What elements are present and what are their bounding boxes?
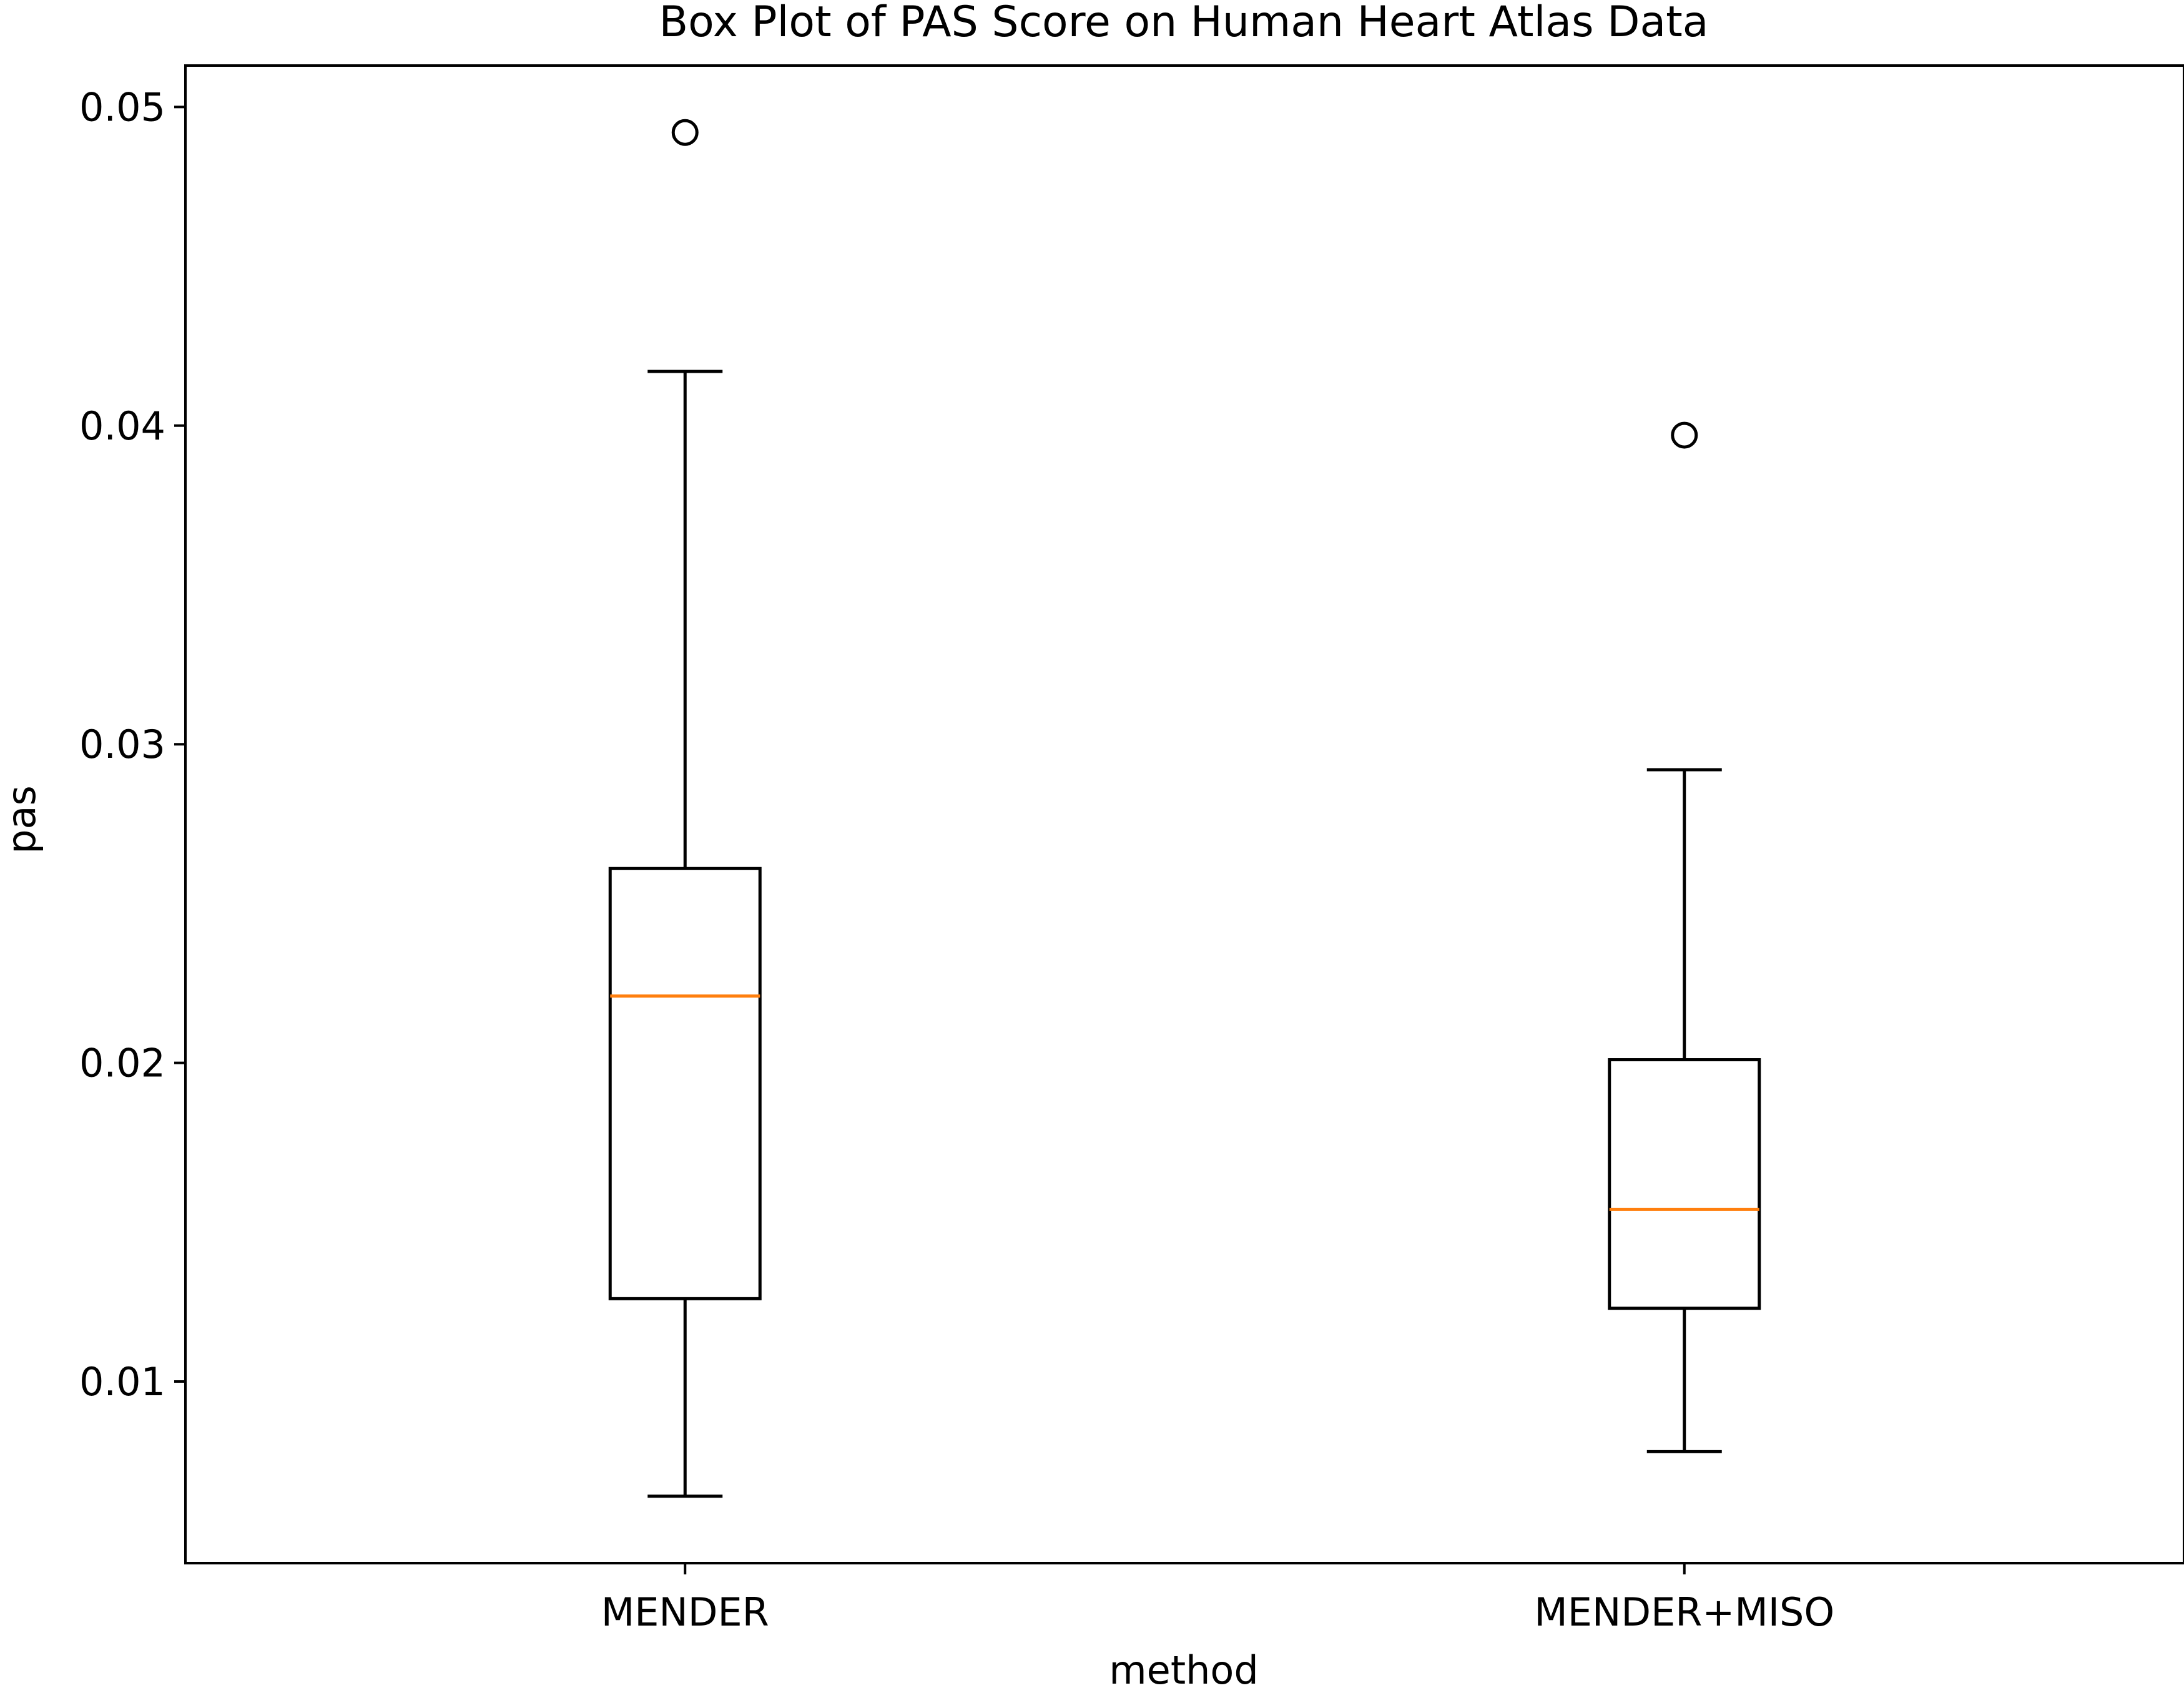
y-tick-label: 0.02 <box>79 1041 165 1086</box>
x-tick-label: MENDER+MISO <box>1534 1589 1834 1635</box>
x-axis: MENDER MENDER+MISO <box>601 1563 1834 1635</box>
boxes-layer <box>608 119 1761 1498</box>
y-tick-label: 0.03 <box>79 722 165 767</box>
chart-title: Box Plot of PAS Score on Human Heart Atl… <box>659 0 1709 47</box>
y-axis: 0.01 0.02 0.03 0.04 0.05 <box>79 84 185 1405</box>
x-axis-label: method <box>1109 1647 1258 1693</box>
box-iqr <box>1608 1058 1761 1310</box>
y-axis-label: pas <box>0 785 44 854</box>
box-group <box>608 119 762 1498</box>
outlier-point <box>671 119 699 146</box>
box-iqr <box>608 866 762 1300</box>
y-tick-label: 0.04 <box>79 403 165 449</box>
box-group <box>1608 421 1761 1453</box>
y-tick-label: 0.01 <box>79 1359 165 1405</box>
x-tick-label: MENDER <box>601 1589 769 1635</box>
plot-area-frame <box>184 64 2184 1564</box>
y-tick-label: 0.05 <box>79 84 165 130</box>
outlier-point <box>1671 421 1698 449</box>
